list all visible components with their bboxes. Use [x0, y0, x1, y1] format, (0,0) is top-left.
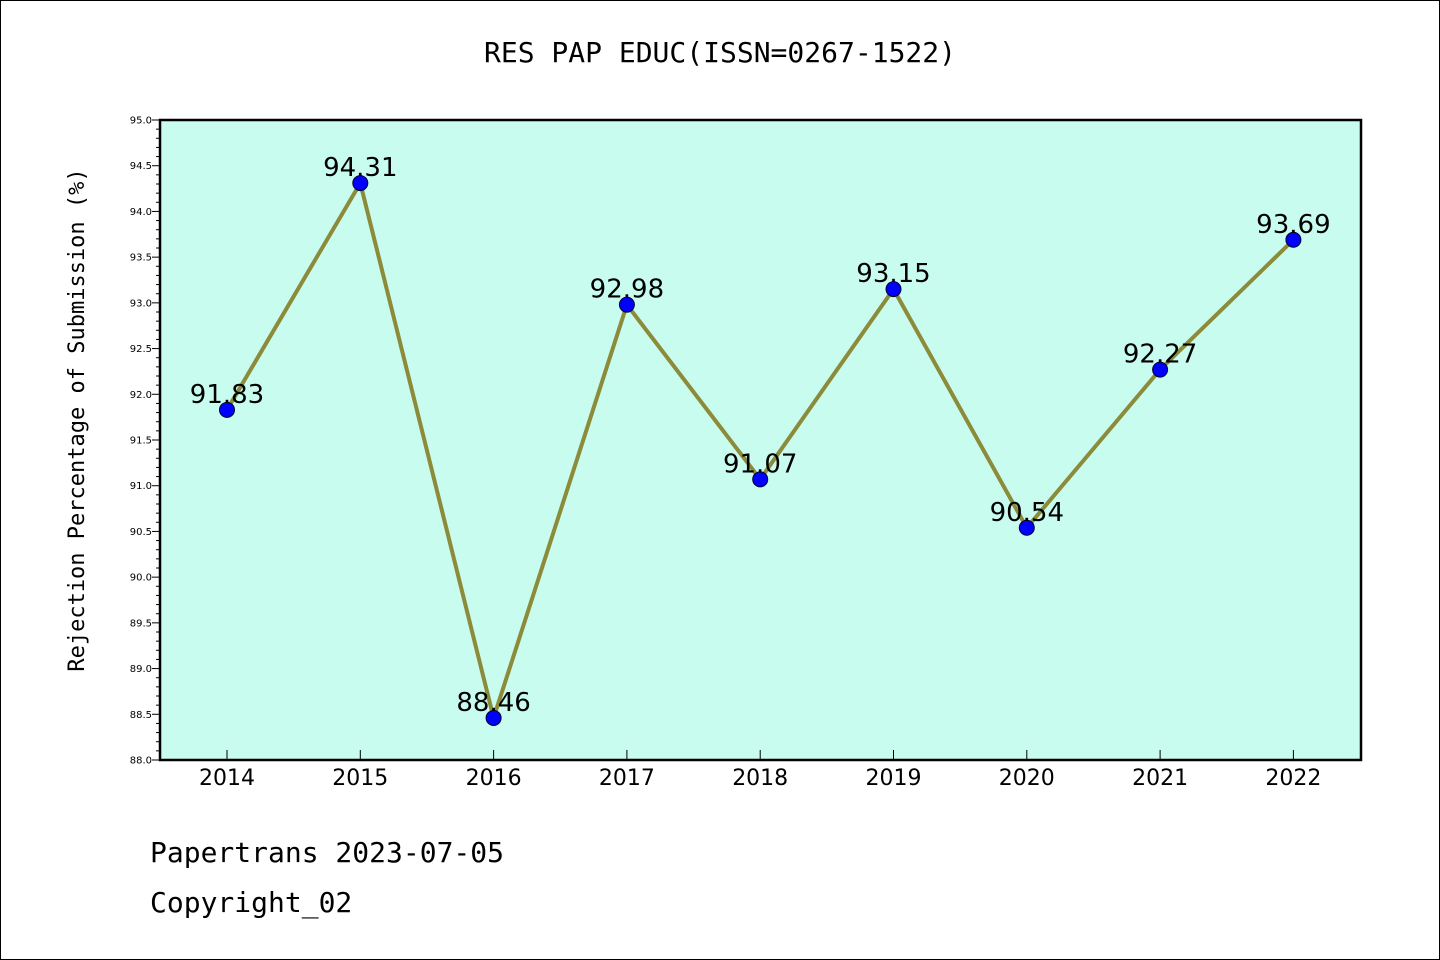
data-point: [752, 471, 769, 488]
y-tick-label: 88.0: [130, 756, 152, 767]
y-tick-label: 95.0: [130, 116, 152, 127]
x-tick-label: 2015: [332, 766, 388, 791]
y-tick-label: 92.5: [130, 344, 152, 355]
x-tick-label: 2021: [1132, 766, 1188, 791]
x-tick-label: 2020: [999, 766, 1055, 791]
y-tick-label: 93.5: [130, 253, 152, 264]
y-tick-label: 91.5: [130, 436, 152, 447]
footer-source: Papertrans 2023-07-05: [150, 836, 505, 869]
data-point: [485, 709, 502, 726]
data-point: [352, 175, 369, 192]
data-label: 88.46: [456, 688, 530, 718]
data-label: 92.27: [1123, 340, 1197, 370]
y-tick-label: 94.5: [130, 161, 152, 172]
footer-copyright: Copyright_02: [150, 886, 353, 919]
data-point: [1018, 519, 1035, 536]
data-label: 91.83: [190, 380, 264, 410]
x-tick-label: 2018: [732, 766, 788, 791]
y-tick-label: 88.5: [130, 710, 152, 721]
y-tick-label: 94.0: [130, 207, 152, 218]
plot-border: [158, 118, 1363, 762]
x-tick-label: 2022: [1265, 766, 1321, 791]
y-axis-label: Rejection Percentage of Submission (%): [65, 168, 90, 671]
x-tick-label: 2019: [866, 766, 922, 791]
data-label: 93.15: [856, 259, 930, 289]
y-tick-label: 89.0: [130, 664, 152, 675]
y-tick-label: 89.5: [130, 618, 152, 629]
data-point: [1152, 361, 1169, 378]
data-label: 90.54: [990, 498, 1064, 528]
data-label: 91.07: [723, 449, 797, 479]
data-point: [618, 296, 635, 313]
y-tick-label: 90.0: [130, 573, 152, 584]
x-tick-label: 2014: [199, 766, 255, 791]
y-tick-label: 92.0: [130, 390, 152, 401]
data-point: [885, 281, 902, 298]
chart-title: RES PAP EDUC(ISSN=0267-1522): [483, 36, 956, 69]
y-tick-label: 93.0: [130, 298, 152, 309]
x-tick-label: 2017: [599, 766, 655, 791]
y-tick-label: 90.5: [130, 527, 152, 538]
y-tick-label: 91.0: [130, 481, 152, 492]
data-label: 94.31: [323, 153, 397, 183]
data-label: 92.98: [590, 275, 664, 305]
data-point: [1285, 231, 1302, 248]
data-point: [219, 401, 235, 418]
data-label: 93.69: [1256, 210, 1330, 240]
plot-area: [160, 120, 1361, 760]
x-tick-label: 2016: [466, 766, 522, 791]
